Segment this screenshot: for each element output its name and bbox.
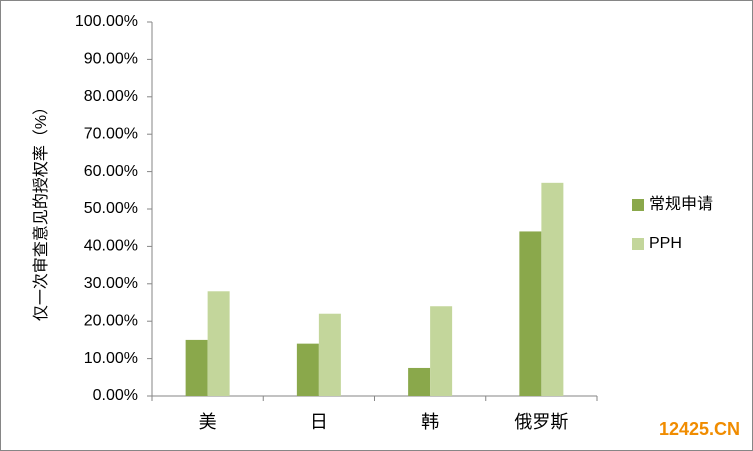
bar bbox=[408, 367, 431, 396]
legend-swatch bbox=[632, 238, 644, 250]
x-tick-label: 日 bbox=[310, 412, 328, 432]
y-tick-label: 40.00% bbox=[84, 238, 138, 255]
bar bbox=[207, 291, 230, 396]
legend-swatch bbox=[632, 199, 644, 211]
watermark: 12425.CN bbox=[659, 419, 740, 439]
x-tick-label: 美 bbox=[199, 412, 217, 432]
y-tick-label: 70.00% bbox=[84, 125, 138, 142]
bar bbox=[318, 313, 341, 396]
x-tick-label: 俄罗斯 bbox=[514, 412, 568, 432]
x-tick-label: 韩 bbox=[421, 412, 439, 432]
y-tick-label: 100.00% bbox=[75, 13, 138, 30]
bar bbox=[541, 182, 564, 396]
legend-label: PPH bbox=[649, 235, 682, 252]
y-tick-label: 10.00% bbox=[84, 350, 138, 367]
y-tick-label: 60.00% bbox=[84, 163, 138, 180]
bar bbox=[296, 343, 319, 396]
y-tick-label: 30.00% bbox=[84, 275, 138, 292]
bar bbox=[519, 231, 542, 396]
legend-label: 常规申请 bbox=[649, 195, 713, 213]
y-tick-label: 90.00% bbox=[84, 51, 138, 68]
y-axis-label: 仅一次审查意见的授权率（%） bbox=[31, 99, 50, 321]
y-tick-label: 0.00% bbox=[93, 387, 138, 404]
y-tick-label: 80.00% bbox=[84, 88, 138, 105]
bar bbox=[185, 339, 208, 396]
y-tick-label: 20.00% bbox=[84, 312, 138, 329]
y-tick-label: 50.00% bbox=[84, 200, 138, 217]
bar bbox=[430, 306, 453, 396]
